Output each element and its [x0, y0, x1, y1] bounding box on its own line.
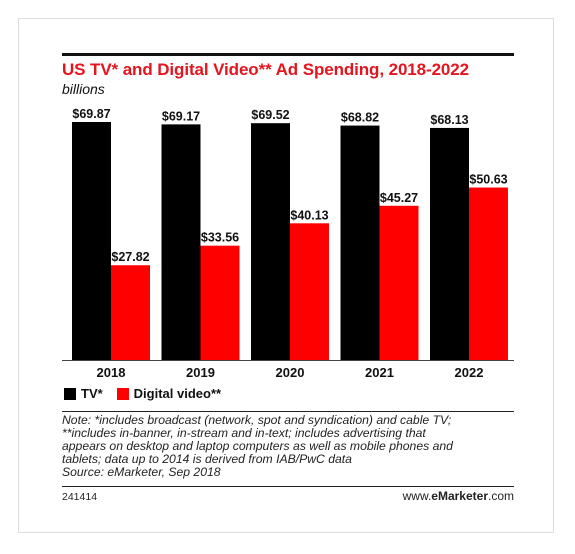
legend-item-digital: Digital video** [116, 386, 222, 401]
note-line: **includes in-banner, in-stream and in-t… [62, 426, 426, 440]
x-tick-label: 2019 [186, 365, 215, 380]
data-label: $68.13 [430, 113, 468, 127]
source-line: Source: eMarketer, Sep 2018 [62, 465, 221, 479]
brand-suffix: .com [487, 489, 514, 503]
top-rule [62, 53, 514, 56]
note-line: appears on desktop and laptop computers … [62, 439, 453, 453]
legend-swatch-tv [64, 387, 76, 400]
note-line: Note: *includes broadcast (network, spot… [62, 413, 452, 427]
chart-title: US TV* and Digital Video** Ad Spending, … [62, 60, 469, 79]
note-line: tablets; data up to 2014 is derived from… [62, 452, 352, 466]
x-tick-label: 2022 [455, 365, 484, 380]
data-label: $68.82 [341, 111, 379, 125]
data-label: $69.17 [162, 109, 200, 123]
brand-name: eMarketer [431, 489, 488, 503]
data-label: $69.52 [251, 108, 289, 122]
legend-label-digital: Digital video** [133, 386, 222, 401]
chart-subtitle: billions [62, 81, 105, 97]
bar-digital [111, 265, 150, 360]
x-tick-label: 2021 [365, 365, 394, 380]
footer-rule [62, 486, 514, 487]
chart-id: 241414 [62, 491, 98, 503]
bar-digital [379, 205, 419, 360]
bar-digital [290, 223, 329, 360]
bar-tv [72, 122, 111, 360]
x-tick-label: 2020 [276, 365, 305, 380]
bar-tv [251, 123, 290, 360]
data-label: $50.63 [469, 173, 507, 187]
bar-tv [430, 127, 469, 361]
data-label: $69.87 [72, 107, 110, 121]
data-label: $40.13 [290, 208, 328, 222]
chart-note: Note: *includes broadcast (network, spot… [62, 414, 514, 479]
note-rule [62, 411, 514, 412]
data-label: $27.82 [111, 250, 149, 264]
legend-item-tv: TV* [64, 386, 103, 401]
data-label: $45.27 [380, 191, 418, 205]
data-label: $33.56 [201, 231, 239, 245]
brand-prefix: www. [402, 489, 432, 503]
legend: TV* Digital video** [64, 386, 235, 401]
bar-digital [200, 245, 240, 360]
bar-digital [469, 187, 508, 360]
bar-tv [340, 125, 380, 360]
bar-tv [161, 124, 201, 360]
x-tick-label: 2018 [97, 365, 126, 380]
brand-url[interactable]: www.eMarketer.com [403, 489, 514, 503]
legend-label-tv: TV* [81, 386, 103, 401]
legend-swatch-digital [116, 387, 129, 400]
